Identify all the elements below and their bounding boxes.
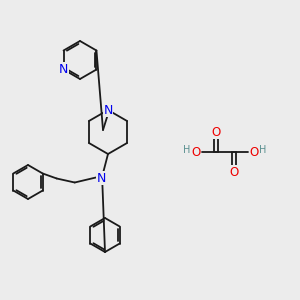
Text: H: H [183, 145, 191, 155]
Text: N: N [103, 103, 113, 116]
Text: N: N [96, 172, 106, 184]
Text: O: O [191, 146, 201, 158]
Text: H: H [259, 145, 267, 155]
Text: N: N [59, 63, 68, 76]
Text: O: O [230, 166, 238, 178]
Text: O: O [212, 125, 220, 139]
Text: O: O [249, 146, 259, 158]
